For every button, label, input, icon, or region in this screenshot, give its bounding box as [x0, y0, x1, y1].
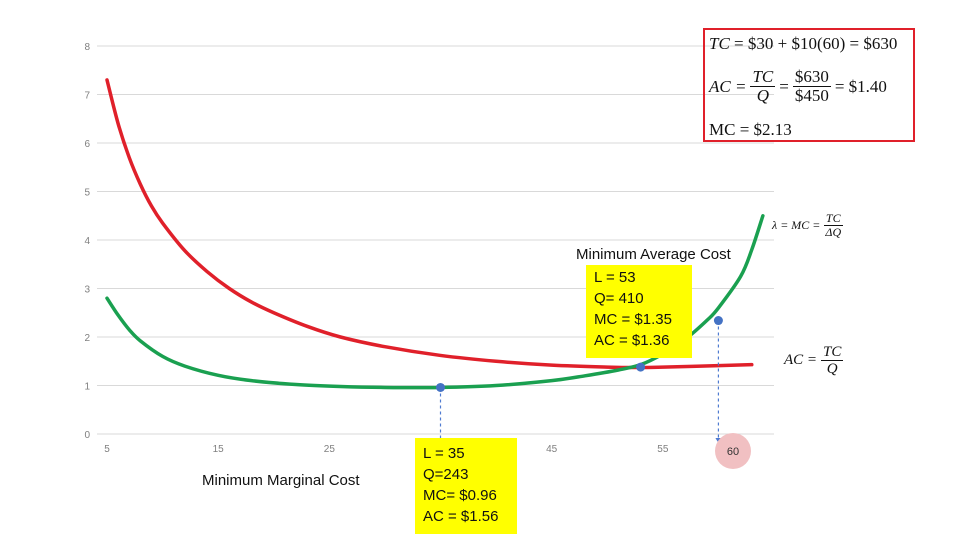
mc-curve-label: λ = MC = TC ΔQ [772, 212, 843, 239]
min-marginal-cost-box: L = 35 Q=243 MC= $0.96 AC = $1.56 [415, 438, 517, 534]
formula-box: TC = $30 + $10(60) = $630 AC = TC Q = $6… [703, 28, 915, 142]
mc-curve [105, 214, 765, 390]
ac-num2: $630 [792, 67, 831, 87]
mc-curve-num: TC [823, 211, 843, 226]
ac-curve-num: TC [821, 344, 844, 361]
x-tick-label: 45 [546, 444, 558, 455]
mc-curve-den: ΔQ [825, 225, 842, 239]
ac-den1: Q [756, 86, 769, 105]
min-marginal-cost-l: L = 35 [423, 445, 465, 462]
x60-circle-label: 60 [727, 446, 739, 458]
min-avg-cost-q: Q= 410 [594, 290, 644, 307]
tc-formula: TC = $30 + $10(60) = $630 [709, 34, 897, 54]
x-axis-ticks: 5 15 25 45 55 [104, 444, 669, 455]
y-tick-label: 2 [84, 333, 90, 344]
marker-group [436, 316, 723, 392]
gridlines [97, 45, 774, 435]
min-marginal-cost-title: Minimum Marginal Cost [202, 472, 360, 489]
y-tick-label: 8 [84, 42, 90, 53]
y-axis-ticks: 0 1 2 3 4 5 6 7 8 [84, 42, 90, 441]
ac-fraction-2: $630 $450 [792, 67, 831, 105]
ac-num1: TC [750, 67, 776, 87]
min-marginal-cost-ac: AC = $1.56 [423, 508, 499, 525]
y-tick-label: 7 [84, 91, 90, 102]
ac-fraction-1: TC Q [750, 67, 776, 105]
y-tick-label: 6 [84, 139, 90, 150]
min-avg-cost-title: Minimum Average Cost [576, 246, 731, 263]
ac-curve-den: Q [826, 361, 838, 377]
x-tick-label: 15 [213, 444, 225, 455]
y-tick-label: 5 [84, 188, 90, 199]
min-avg-cost-box: L = 53 Q= 410 MC = $1.35 AC = $1.36 [586, 265, 692, 358]
ac-formula: AC = TC Q = $630 $450 = $1.40 [709, 68, 887, 105]
series-group [105, 78, 765, 390]
ac-curve-label: AC = TC Q [784, 344, 844, 377]
x-tick-label: 55 [657, 444, 669, 455]
data-marker [713, 316, 723, 326]
ac-result: = $1.40 [834, 76, 887, 96]
min-avg-cost-mc: MC = $1.35 [594, 311, 672, 328]
ac-eq: = [779, 76, 789, 96]
mc-formula: MC = $2.13 [709, 120, 792, 139]
y-tick-label: 1 [84, 382, 90, 393]
min-marginal-cost-mc: MC= $0.96 [423, 487, 497, 504]
x60-circle [715, 433, 751, 469]
ac-lhs: AC = [709, 76, 747, 96]
mc-curve-fraction: TC ΔQ [823, 212, 843, 239]
x-tick-label: 5 [104, 444, 110, 455]
tc-symbol: TC [709, 34, 730, 53]
data-marker [636, 362, 646, 372]
min-marginal-cost-q: Q=243 [423, 466, 469, 483]
mc-curve-prefix: λ = MC = [772, 218, 821, 232]
y-tick-label: 4 [84, 236, 90, 247]
min-avg-cost-l: L = 53 [594, 269, 636, 286]
y-tick-label: 3 [84, 285, 90, 296]
data-marker [436, 382, 445, 392]
x60-circle-marker: 60 [715, 433, 751, 469]
tc-rhs: = $30 + $10(60) = $630 [734, 34, 898, 53]
x-tick-label: 25 [324, 444, 336, 455]
y-tick-label: 0 [84, 430, 90, 441]
ac-curve-prefix: AC = [784, 352, 818, 368]
ac-curve-fraction: TC Q [821, 344, 844, 377]
ac-den2: $450 [794, 86, 829, 105]
min-avg-cost-ac: AC = $1.36 [594, 332, 670, 349]
